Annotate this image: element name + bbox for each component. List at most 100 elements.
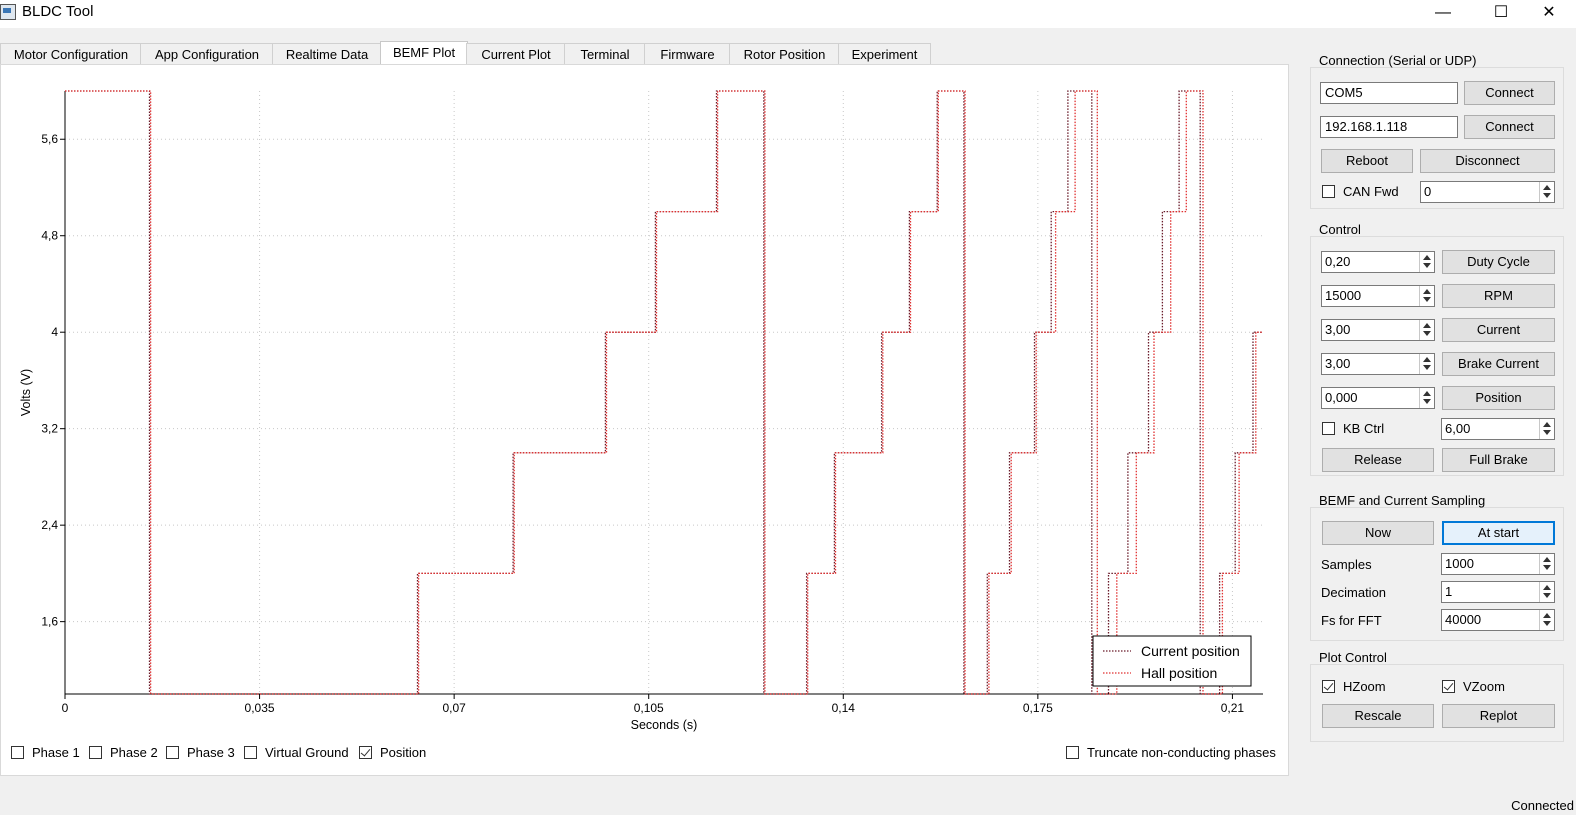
vzoom-checkbox-box[interactable] [1442,680,1455,693]
brake-current-button[interactable]: Brake Current [1442,352,1555,376]
samples-spinbox[interactable]: 1000 [1441,553,1555,575]
brake-spinbox[interactable]: 3,00 [1321,353,1435,375]
sample-now-button[interactable]: Now [1322,521,1434,545]
duty-spinbox[interactable]: 0,20 [1321,251,1435,273]
truncate-checkbox[interactable]: Truncate non-conducting phases [1066,745,1276,760]
legend-label: Current position [1141,643,1240,659]
tab-motor-configuration[interactable]: Motor Configuration [0,43,142,65]
decimation-stepper[interactable] [1539,582,1554,602]
kb-ctrl-checkbox-box[interactable] [1322,422,1335,435]
sampling-group [1310,507,1564,641]
kb-value-stepper[interactable] [1539,419,1554,439]
position-stepper[interactable] [1419,388,1434,408]
can-id-spinbox[interactable]: 0 [1420,181,1555,203]
current-value: 3,00 [1325,322,1351,337]
status-label: Connected [1511,798,1574,813]
x-tick-label: 0,07 [442,701,466,715]
tab-current-plot[interactable]: Current Plot [466,43,566,65]
udp-address-input[interactable]: 192.168.1.118 [1320,116,1458,138]
rpm-value: 15000 [1325,288,1362,303]
legend-label: Hall position [1141,665,1217,681]
tab-terminal[interactable]: Terminal [564,43,646,65]
can-fwd-checkbox-box[interactable] [1322,185,1335,198]
kb-value: 6,00 [1445,421,1471,436]
hzoom-checkbox-box[interactable] [1322,680,1335,693]
truncate-checkbox-box[interactable] [1066,746,1079,759]
fs-spinbox[interactable]: 40000 [1441,609,1555,631]
plot-control-title: Plot Control [1319,650,1387,665]
bemf-plot-panel [0,64,1289,776]
can-id-stepper[interactable] [1539,182,1554,202]
position-checkbox-box[interactable] [359,746,372,759]
serial-port-input[interactable]: COM5 [1320,82,1458,104]
y-axis-label: Volts (V) [19,369,33,416]
brake-value: 3,00 [1325,356,1351,371]
decimation-spinbox[interactable]: 1 [1441,581,1555,603]
samples-label: Samples [1321,557,1372,572]
window-title: BLDC Tool [22,3,94,20]
y-tick-label: 4 [51,325,58,339]
phase3-label: Phase 3 [187,745,235,760]
vzoom-label: VZoom [1463,679,1505,694]
minimize-button[interactable]: — [1435,4,1451,21]
replot-button[interactable]: Replot [1442,704,1555,728]
duty-cycle-button[interactable]: Duty Cycle [1442,250,1555,274]
current-spinbox[interactable]: 3,00 [1321,319,1435,341]
brake-stepper[interactable] [1419,354,1434,374]
kb-ctrl-checkbox[interactable]: KB Ctrl [1322,421,1384,436]
connect-udp-button[interactable]: Connect [1464,115,1555,139]
duty-value: 0,20 [1325,254,1351,269]
phase3-checkbox[interactable]: Phase 3 [166,745,235,760]
tab-realtime-data[interactable]: Realtime Data [272,43,382,65]
kb-ctrl-label: KB Ctrl [1343,421,1385,436]
kb-value-spinbox[interactable]: 6,00 [1441,418,1555,440]
tab-rotor-position[interactable]: Rotor Position [729,43,840,65]
position-spinbox[interactable]: 0,000 [1321,387,1435,409]
full-brake-button[interactable]: Full Brake [1442,448,1555,472]
y-tick-label: 3,2 [41,422,58,436]
rpm-spinbox[interactable]: 15000 [1321,285,1435,307]
position-button[interactable]: Position [1442,386,1555,410]
current-stepper[interactable] [1419,320,1434,340]
position-value: 0,000 [1325,390,1358,405]
position-label: Position [380,745,427,760]
tab-firmware[interactable]: Firmware [644,43,731,65]
virtual-ground-checkbox-box[interactable] [244,746,257,759]
plot-control-group [1310,664,1564,742]
rescale-button[interactable]: Rescale [1322,704,1434,728]
fs-stepper[interactable] [1539,610,1554,630]
samples-value: 1000 [1445,556,1474,571]
phase2-checkbox[interactable]: Phase 2 [89,745,158,760]
phase2-label: Phase 2 [110,745,158,760]
virtual-ground-checkbox[interactable]: Virtual Ground [244,745,349,760]
app-icon [0,4,16,20]
current-button[interactable]: Current [1442,318,1555,342]
tab-experiment[interactable]: Experiment [838,43,931,65]
vzoom-checkbox[interactable]: VZoom [1442,679,1505,694]
rpm-stepper[interactable] [1419,286,1434,306]
maximize-button[interactable]: ☐ [1493,4,1509,21]
duty-stepper[interactable] [1419,252,1434,272]
hzoom-checkbox[interactable]: HZoom [1322,679,1386,694]
close-button[interactable]: ✕ [1542,4,1556,21]
can-fwd-checkbox[interactable]: CAN Fwd [1322,184,1399,199]
phase2-checkbox-box[interactable] [89,746,102,759]
fs-label: Fs for FFT [1321,613,1382,628]
position-checkbox[interactable]: Position [359,745,426,760]
release-button[interactable]: Release [1322,448,1434,472]
samples-stepper[interactable] [1539,554,1554,574]
phase1-checkbox[interactable]: Phase 1 [11,745,80,760]
disconnect-button[interactable]: Disconnect [1420,149,1555,173]
can-fwd-label: CAN Fwd [1343,184,1399,199]
sample-at-start-button[interactable]: At start [1442,521,1555,545]
series-line-1 [65,90,1263,695]
phase3-checkbox-box[interactable] [166,746,179,759]
x-tick-label: 0,175 [1023,701,1053,715]
bemf-chart[interactable]: 0 0,035 0,07 0,105 0,14 0,175 0,21 1,6 2,4 3,2 4 4,… [0,64,1289,744]
rpm-button[interactable]: RPM [1442,284,1555,308]
reboot-button[interactable]: Reboot [1321,149,1413,173]
y-tick-label: 1,6 [41,615,58,629]
tab-app-configuration[interactable]: App Configuration [140,43,274,65]
connect-serial-button[interactable]: Connect [1464,81,1555,105]
phase1-checkbox-box[interactable] [11,746,24,759]
